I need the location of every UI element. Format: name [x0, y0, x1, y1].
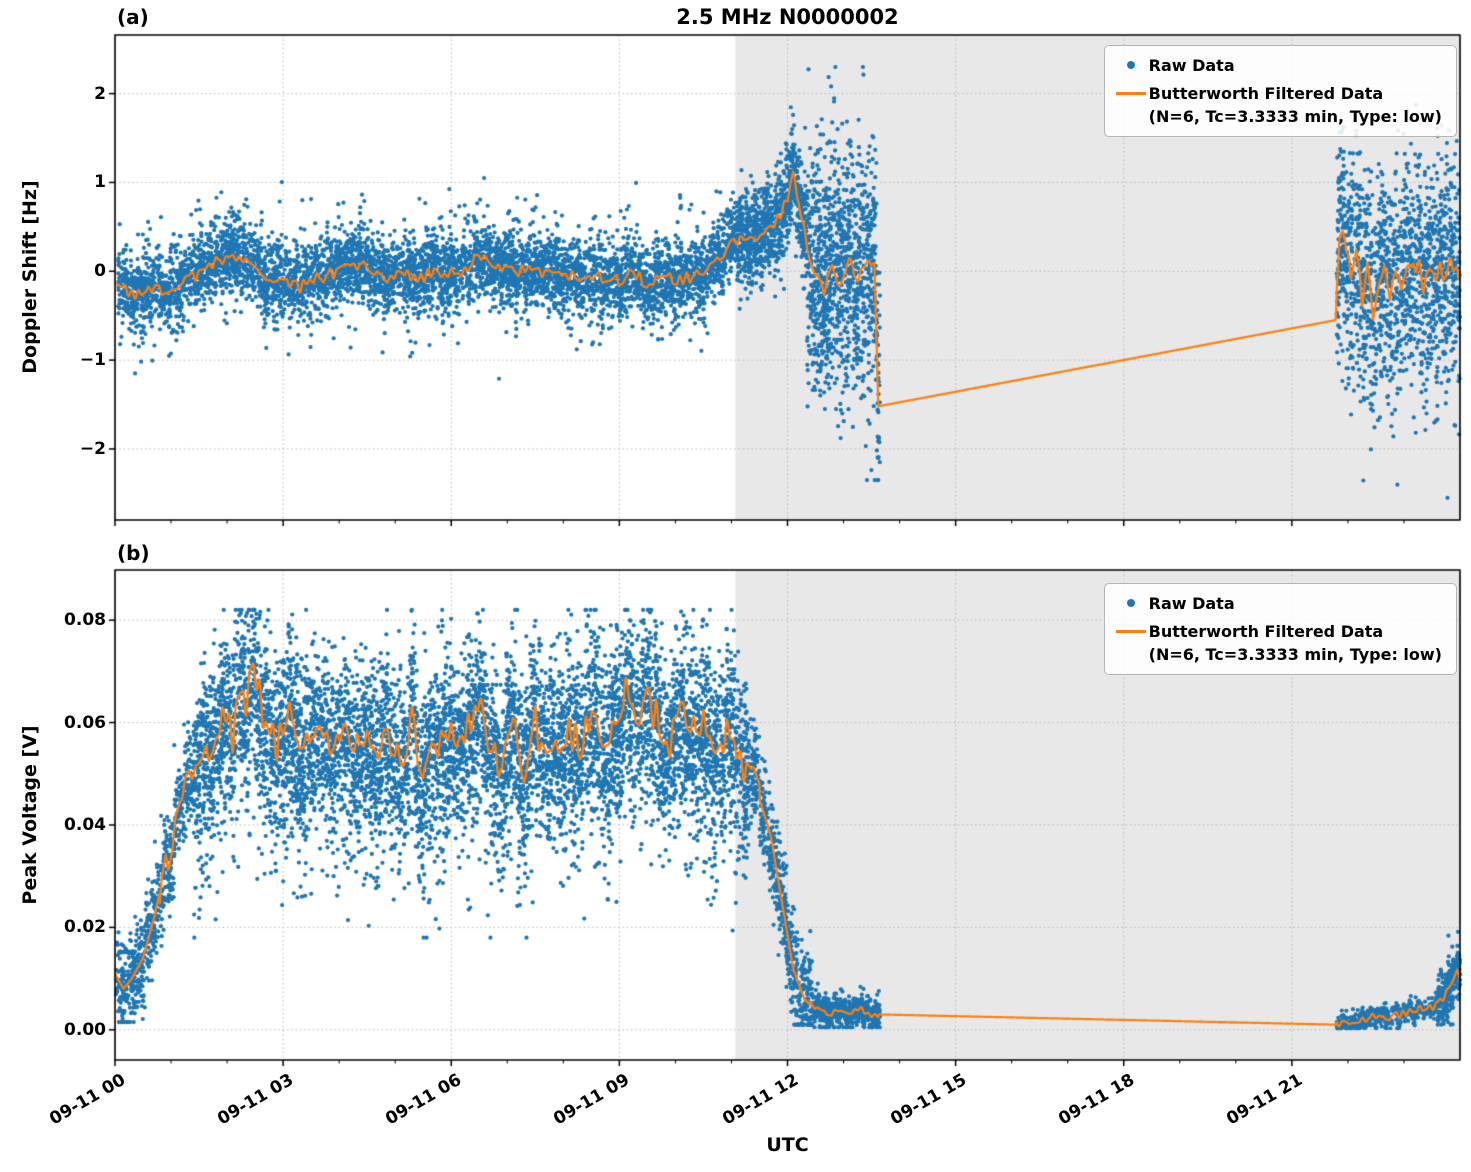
legend-filtered-label: Butterworth Filtered Data (N=6, Tc=3.333…	[1149, 620, 1442, 666]
chart-title: 2.5 MHz N0000002	[676, 5, 899, 29]
y-tick-label: −1	[79, 350, 106, 371]
panel-b-label: (b)	[117, 541, 150, 565]
panel-a-label: (a)	[117, 5, 149, 29]
legend-item-raw: Raw Data	[1115, 592, 1442, 615]
legend-raw-label: Raw Data	[1148, 56, 1235, 75]
y-tick-label: 0.02	[64, 917, 106, 938]
y-tick-label: 0.04	[64, 814, 106, 835]
y-tick-label: 0.08	[64, 610, 106, 631]
y-tick-label: −2	[79, 438, 106, 459]
legend-filtered-line1: Butterworth Filtered Data	[1148, 622, 1384, 641]
y-tick-label: 0	[94, 261, 106, 282]
raw-data-marker-icon	[1126, 599, 1135, 607]
raw-data-marker-icon	[1126, 61, 1135, 69]
legend-filtered-line2: (N=6, Tc=3.3333 min, Type: low)	[1148, 107, 1442, 126]
legend-b: Raw Data Butterworth Filtered Data (N=6,…	[1103, 583, 1457, 675]
legend-item-filtered: Butterworth Filtered Data (N=6, Tc=3.333…	[1115, 82, 1442, 128]
legend-a: Raw Data Butterworth Filtered Data (N=6,…	[1103, 45, 1457, 137]
legend-item-filtered: Butterworth Filtered Data (N=6, Tc=3.333…	[1115, 620, 1442, 666]
legend-filtered-line1: Butterworth Filtered Data	[1148, 84, 1384, 103]
legend-filtered-line2: (N=6, Tc=3.3333 min, Type: low)	[1148, 645, 1442, 664]
legend-item-raw: Raw Data	[1115, 54, 1442, 77]
y-tick-label: 1	[94, 172, 106, 193]
y-tick-label: 0.00	[64, 1019, 106, 1040]
legend-filtered-label: Butterworth Filtered Data (N=6, Tc=3.333…	[1149, 82, 1442, 128]
y-tick-label: 2	[94, 83, 106, 104]
filtered-line-marker-icon	[1115, 92, 1146, 95]
legend-raw-label: Raw Data	[1148, 594, 1235, 613]
y-tick-label: 0.06	[64, 712, 106, 733]
filtered-line-marker-icon	[1115, 630, 1146, 633]
x-axis-label: UTC	[766, 1134, 809, 1156]
